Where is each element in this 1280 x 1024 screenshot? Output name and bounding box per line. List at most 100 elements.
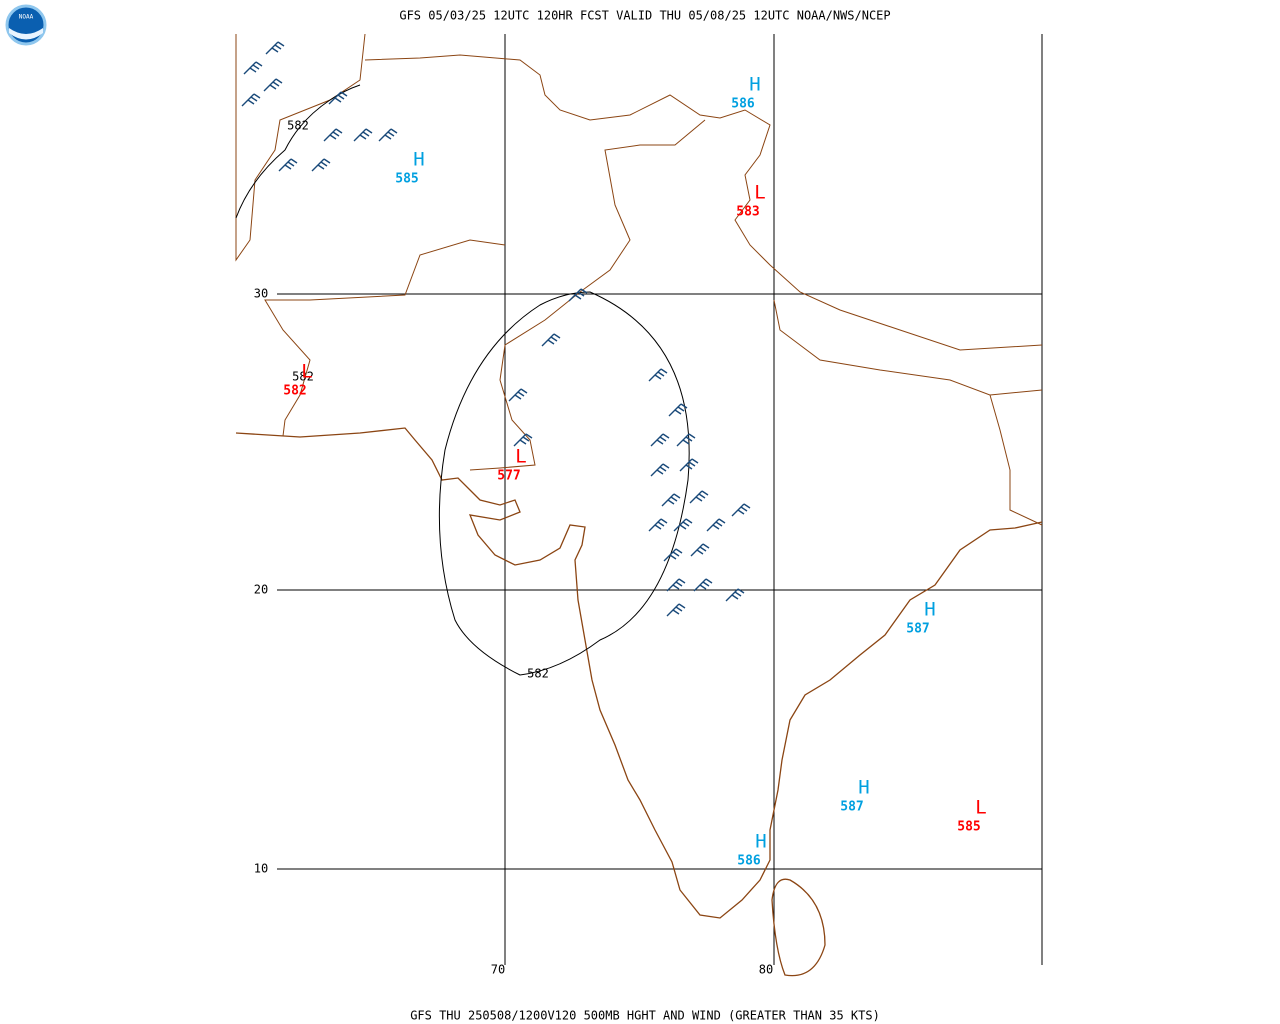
- barb-shaft: [666, 603, 686, 617]
- center-letter: H: [413, 149, 424, 171]
- barb-shaft: [568, 288, 588, 302]
- wind-barb: [676, 433, 696, 447]
- wind-barb: [508, 388, 528, 402]
- wind-barb: [693, 578, 713, 592]
- longitude-label: 80: [759, 963, 773, 977]
- barb-shaft: [650, 463, 670, 477]
- center-letter: L: [975, 797, 986, 819]
- center-value: 587: [840, 800, 863, 815]
- barb-shaft: [706, 518, 726, 532]
- center-value: 577: [497, 469, 520, 484]
- center-value: 582: [283, 384, 306, 399]
- wind-barb: [673, 518, 693, 532]
- wind-barb: [243, 61, 263, 75]
- center-letter: H: [924, 599, 935, 621]
- barb-shaft: [311, 158, 331, 172]
- wind-barb: [378, 128, 398, 142]
- barb-shaft: [541, 333, 561, 347]
- wind-barb: [541, 333, 561, 347]
- barb-shaft: [243, 61, 263, 75]
- latitude-label: 20: [254, 583, 268, 597]
- center-value: 586: [737, 854, 761, 869]
- latitude-label: 10: [254, 862, 268, 876]
- wind-barb: [323, 128, 343, 142]
- center-value: 585: [395, 172, 418, 187]
- wind-barb: [311, 158, 331, 172]
- barb-shaft: [663, 548, 683, 562]
- barb-shaft: [661, 493, 681, 507]
- wind-barb: [668, 403, 688, 417]
- wind-barb: [513, 433, 533, 447]
- barb-shaft: [328, 91, 348, 105]
- wind-barb: [661, 493, 681, 507]
- wind-barb: [263, 78, 283, 92]
- wind-barb: [265, 41, 285, 55]
- barb-shaft: [265, 41, 285, 55]
- barb-shaft: [668, 403, 688, 417]
- barb-shaft: [263, 78, 283, 92]
- footer-text: GFS THU 250508/1200V120 500MB HGHT AND W…: [410, 1009, 880, 1023]
- latitude-label: 30: [254, 287, 268, 301]
- barb-shaft: [278, 158, 298, 172]
- wind-barb: [650, 433, 670, 447]
- logo: NOAA: [5, 4, 47, 46]
- center-value: 585: [957, 820, 980, 835]
- wind-barb: [241, 93, 261, 107]
- wind-barb: [666, 578, 686, 592]
- wind-barb: [679, 458, 699, 472]
- barb-shaft: [353, 128, 373, 142]
- center-value: 586: [731, 97, 755, 112]
- center-letter: L: [301, 361, 312, 383]
- wind-barb: [690, 543, 710, 557]
- barb-shaft: [666, 578, 686, 592]
- barb-shaft: [648, 518, 668, 532]
- center-letter: L: [754, 182, 765, 204]
- barb-shaft: [673, 518, 693, 532]
- wind-barb: [706, 518, 726, 532]
- barb-shaft: [731, 503, 751, 517]
- header-title: GFS 05/03/25 12UTC 120HR FCST VALID THU …: [399, 9, 890, 23]
- center-letter: L: [515, 446, 526, 468]
- center-value: 583: [736, 205, 759, 220]
- barb-shaft: [241, 93, 261, 107]
- wind-barb: [663, 548, 683, 562]
- center-letter: H: [749, 74, 760, 96]
- wind-barb: [328, 91, 348, 105]
- contour-label: 582: [527, 667, 549, 681]
- graticule: [277, 34, 1043, 965]
- wind-barb: [568, 288, 588, 302]
- barb-shaft: [689, 490, 709, 504]
- wind-barb: [648, 518, 668, 532]
- center-letter: H: [858, 777, 869, 799]
- barb-shaft: [508, 388, 528, 402]
- contour-label: 582: [292, 370, 314, 384]
- wind-barbs: [241, 41, 751, 617]
- center-letter: H: [755, 831, 766, 853]
- barb-shaft: [648, 368, 668, 382]
- barb-shaft: [513, 433, 533, 447]
- wind-barb: [689, 490, 709, 504]
- barb-shaft: [679, 458, 699, 472]
- coastlines: [235, 33, 1043, 977]
- barb-shaft: [676, 433, 696, 447]
- wind-barb: [648, 368, 668, 382]
- barb-shaft: [378, 128, 398, 142]
- longitude-label: 70: [491, 963, 505, 977]
- wind-barb: [731, 503, 751, 517]
- logo-text: NOAA: [19, 14, 34, 21]
- wind-barb: [666, 603, 686, 617]
- wind-barb: [725, 588, 745, 602]
- wind-barb: [353, 128, 373, 142]
- wind-barb: [278, 158, 298, 172]
- barb-shaft: [650, 433, 670, 447]
- barb-shaft: [323, 128, 343, 142]
- barb-shaft: [690, 543, 710, 557]
- barb-shaft: [725, 588, 745, 602]
- height-contour: [235, 84, 690, 676]
- barb-shaft: [693, 578, 713, 592]
- center-value: 587: [906, 622, 929, 637]
- wind-barb: [650, 463, 670, 477]
- contour-label: 582: [287, 119, 309, 133]
